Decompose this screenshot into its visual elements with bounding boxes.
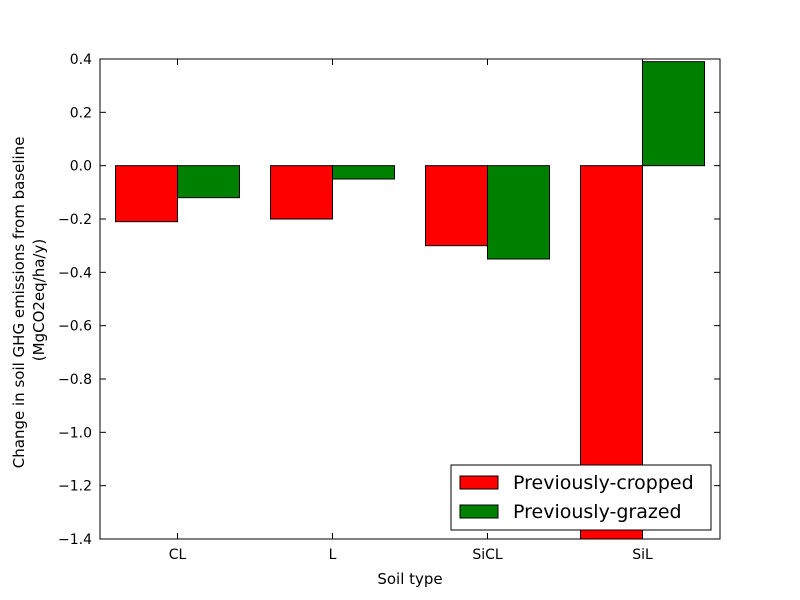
- y-tick-label: −1.0: [58, 425, 92, 441]
- legend-label-cropped: Previously-cropped: [513, 472, 694, 494]
- x-tick-label-sil: SiL: [632, 547, 653, 563]
- legend-swatch-cropped: [459, 475, 499, 490]
- y-tick-label: 0.2: [70, 105, 92, 121]
- legend-swatch-grazed: [459, 504, 499, 519]
- legend: Previously-cropped Previously-grazed: [450, 464, 712, 531]
- bar-l-grazed: [332, 165, 395, 180]
- bar-cl-grazed: [177, 165, 240, 199]
- x-tick-label-l: L: [329, 547, 337, 563]
- x-ticks: CL L SiCL SiL: [169, 59, 653, 563]
- y-tick-label: −0.2: [58, 212, 92, 228]
- y-axis-label-line-1: Change in soil GHG emissions from baseli…: [10, 137, 28, 469]
- y-tick-label: 0.4: [70, 52, 92, 68]
- x-tick-label-cl: CL: [169, 547, 187, 563]
- bar-sicl-grazed: [487, 165, 550, 260]
- x-tick-label-sicl: SiCL: [472, 547, 503, 563]
- y-tick-label: −0.6: [58, 319, 92, 335]
- y-tick-label: −0.8: [58, 372, 92, 388]
- bar-sil-grazed: [642, 61, 705, 167]
- axes-layer: [99, 58, 721, 540]
- x-axis-label: Soil type: [377, 570, 442, 588]
- y-tick-label: −0.4: [58, 265, 92, 281]
- plot-frame: [99, 58, 721, 540]
- bar-l-cropped: [270, 165, 333, 220]
- y-tick-label: −1.4: [58, 532, 92, 548]
- y-tick-label: −1.2: [58, 479, 92, 495]
- y-tick-label: 0.0: [70, 159, 92, 175]
- y-ticks: −1.4 −1.2 −1.0 −0.8 −0.6 −0.4 −0.2 0.0 0.2 0.4: [58, 52, 720, 548]
- y-axis-label-line-2: (MgCO2eq/ha/y): [30, 239, 48, 361]
- legend-label-grazed: Previously-grazed: [513, 501, 682, 523]
- bar-cl-cropped: [115, 165, 178, 223]
- bar-sicl-cropped: [425, 165, 488, 247]
- y-axis-label: Change in soil GHG emissions from baseli…: [10, 132, 48, 468]
